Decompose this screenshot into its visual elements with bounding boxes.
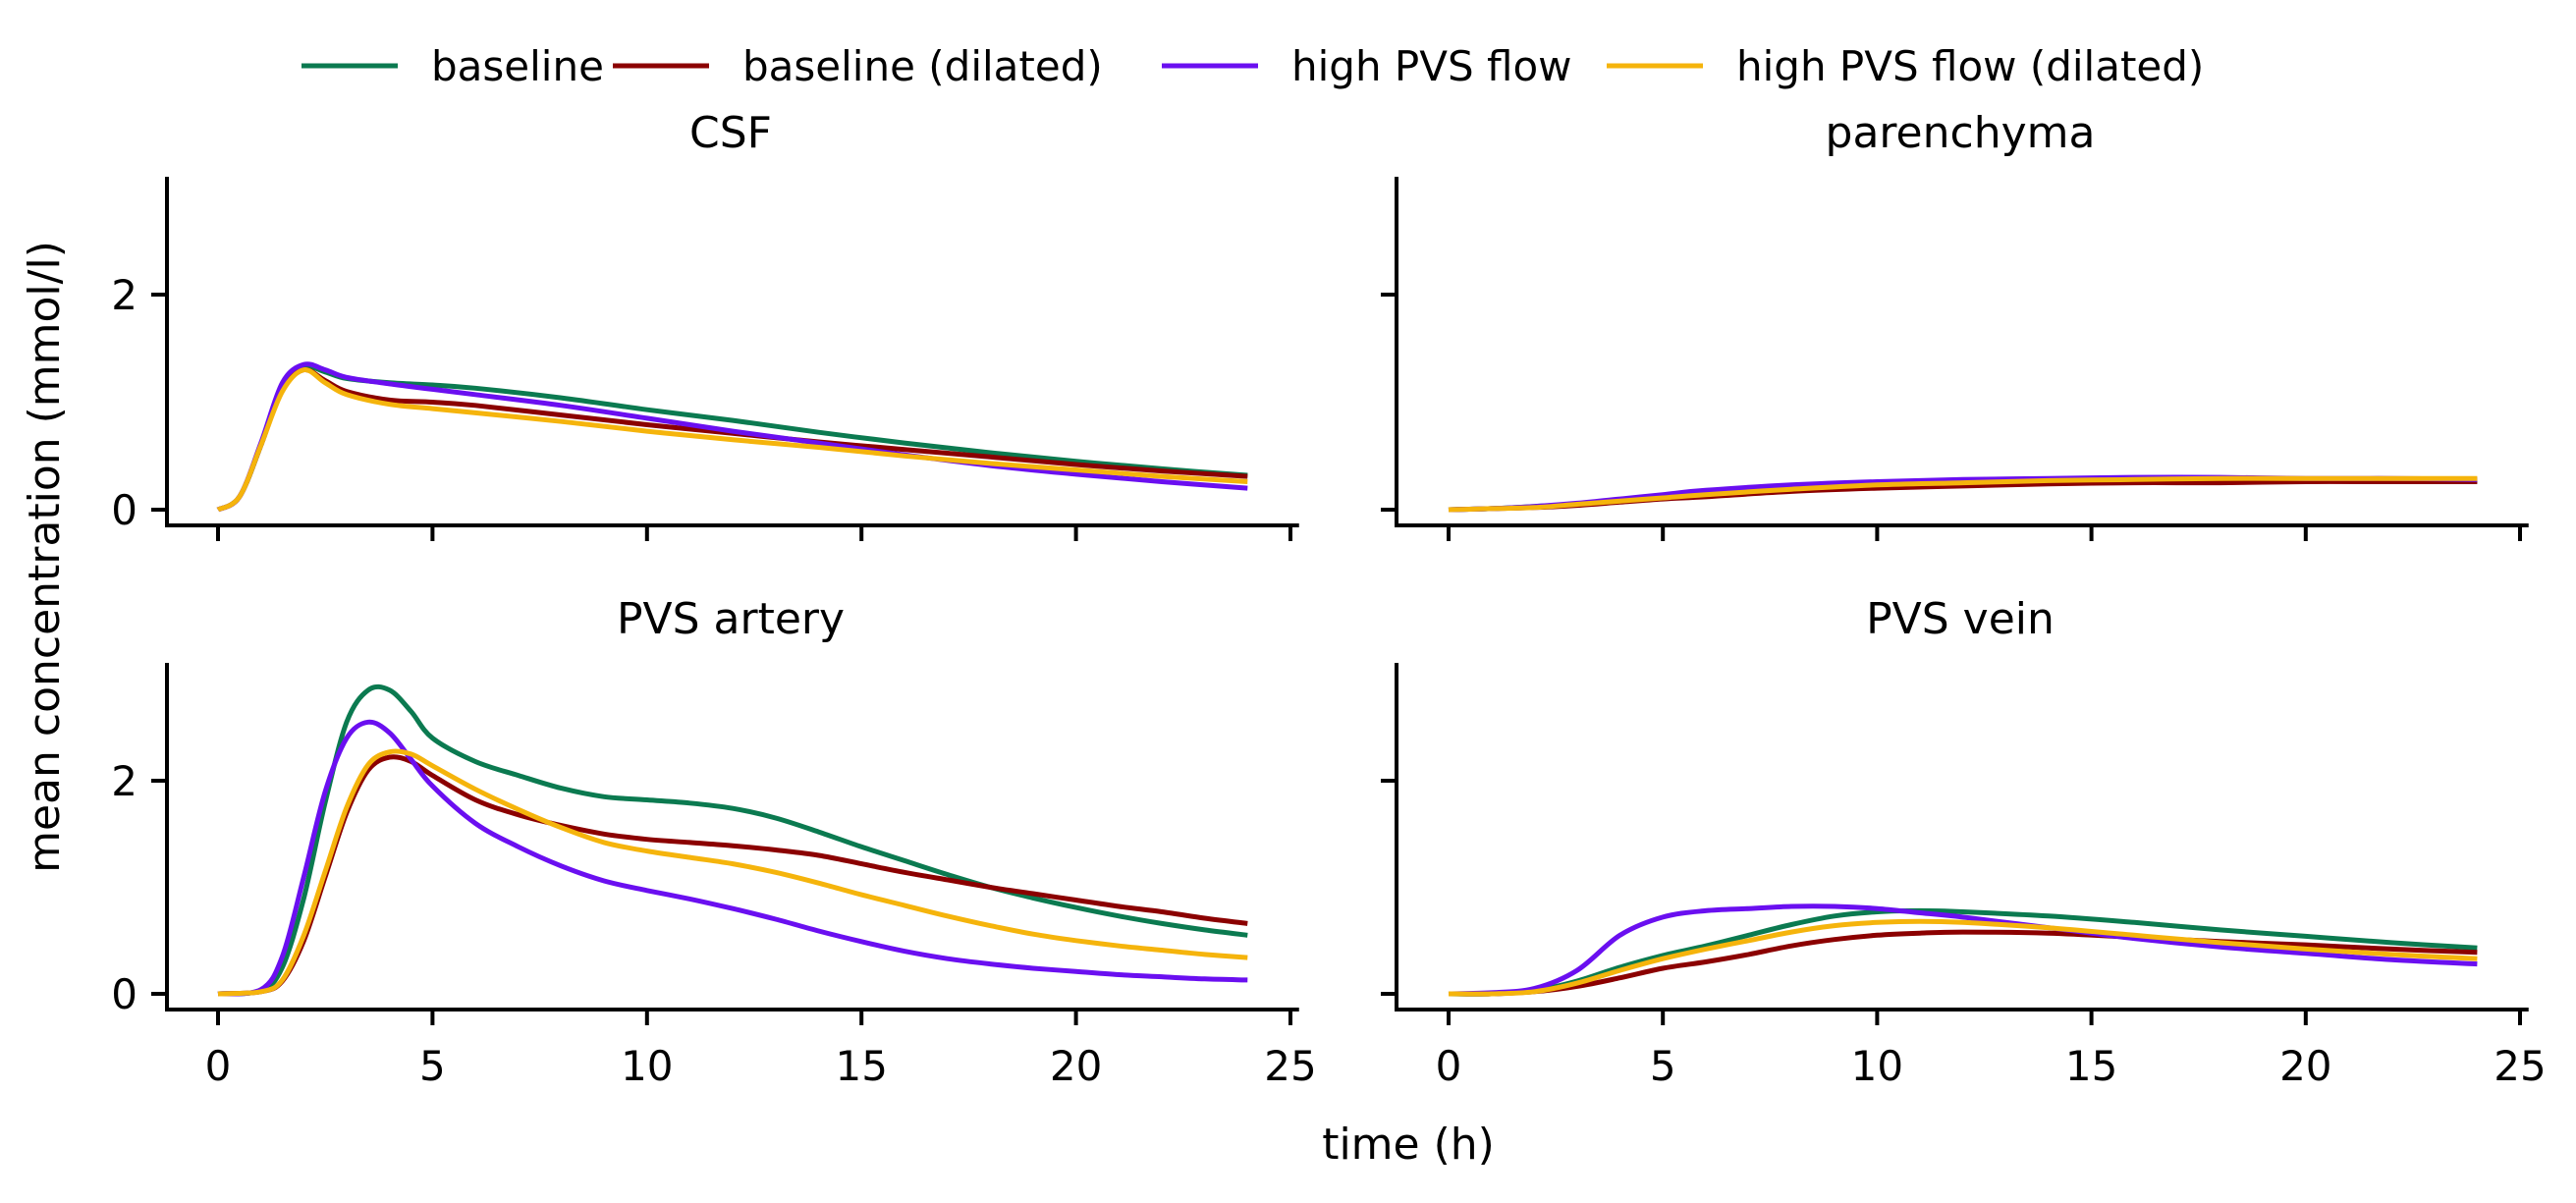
x-tick-label: 15 [2065, 1042, 2117, 1090]
panel-csf: CSF 0 2 [111, 108, 1299, 541]
legend-entry-high-pvs-flow: high PVS flow [1162, 42, 1572, 90]
series-line-high-pvs-flow-dilated [217, 748, 1248, 997]
x-tick-label: 25 [2494, 1042, 2546, 1090]
legend-entry-high-pvs-flow-dilated: high PVS flow (dilated) [1607, 42, 2204, 90]
panel-title: CSF [689, 108, 772, 158]
series-line-baseline [217, 684, 1248, 997]
panel-title: parenchyma [1826, 108, 2096, 158]
series-line-high-pvs-flow-dilated [1448, 918, 2478, 997]
x-tick-label: 0 [205, 1042, 232, 1090]
series-line-high-pvs-flow-dilated [1448, 475, 2478, 513]
series-line-high-pvs-flow [217, 719, 1248, 997]
x-tick-label: 20 [1050, 1042, 1102, 1090]
panel-pvs-artery: PVS artery 0 5 10 15 20 25 0 2 [111, 594, 1316, 1090]
x-tick-label: 10 [1851, 1042, 1903, 1090]
legend: baseline baseline (dilated) high PVS flow h… [301, 42, 2204, 90]
y-tick-label: 2 [111, 271, 137, 319]
legend-label: high PVS flow [1291, 42, 1572, 90]
legend-label: high PVS flow (dilated) [1736, 42, 2204, 90]
series-line-baseline-dilated [1448, 478, 2478, 513]
series-line-high-pvs-flow [216, 361, 1248, 513]
x-tick-label: 25 [1264, 1042, 1316, 1090]
x-tick-label: 15 [835, 1042, 887, 1090]
y-tick-label: 0 [111, 486, 137, 534]
legend-label: baseline (dilated) [742, 42, 1103, 90]
legend-label: baseline [431, 42, 604, 90]
legend-entry-baseline: baseline [301, 42, 604, 90]
panel-pvs-vein: PVS vein 0 5 10 15 20 25 [1381, 594, 2547, 1090]
series-line-high-pvs-flow [1448, 903, 2478, 997]
panel-title: PVS vein [1866, 594, 2055, 644]
series-line-baseline-dilated [1448, 929, 2478, 997]
panel-parenchyma: parenchyma [1381, 108, 2529, 541]
x-tick-label: 20 [2279, 1042, 2331, 1090]
x-tick-label: 5 [1650, 1042, 1676, 1090]
panel-title: PVS artery [617, 594, 845, 644]
legend-entry-baseline-dilated: baseline (dilated) [613, 42, 1103, 90]
series-line-high-pvs-flow-dilated [216, 367, 1248, 513]
y-tick-label: 2 [111, 757, 137, 805]
x-tick-label: 10 [621, 1042, 673, 1090]
series-line-baseline-dilated [217, 754, 1248, 997]
x-tick-label: 0 [1436, 1042, 1462, 1090]
x-tick-label: 5 [419, 1042, 446, 1090]
y-axis-label: mean concentration (mmol/l) [20, 241, 70, 873]
y-tick-label: 0 [111, 970, 137, 1018]
x-axis-label: time (h) [1322, 1120, 1495, 1170]
